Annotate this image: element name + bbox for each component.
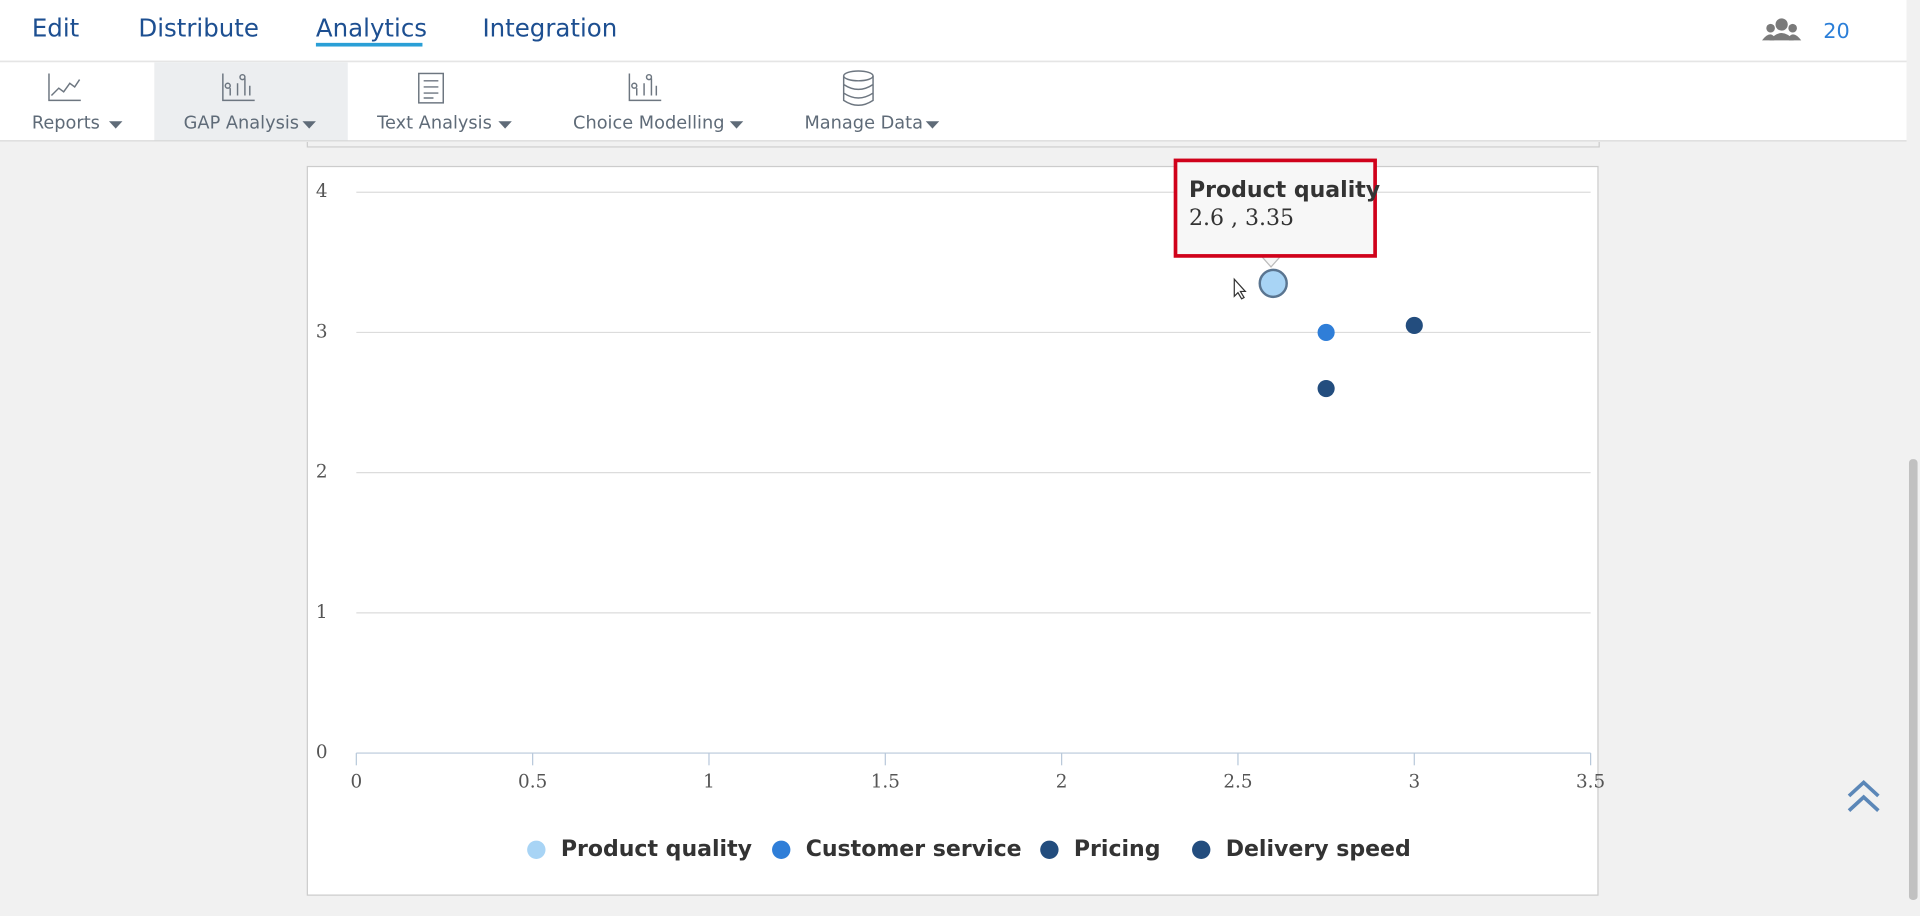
toolbar-item[interactable]: Choice Modelling [573, 114, 724, 134]
scrollbar-thumb[interactable] [1908, 459, 1918, 900]
gap-icon [222, 73, 255, 102]
previous-card [306, 142, 1600, 148]
legend-swatch [1040, 840, 1059, 859]
legend-swatch [772, 840, 791, 859]
x-tick-label: 2.5 [1223, 771, 1252, 792]
active-underline [315, 42, 423, 47]
legend-item[interactable]: Pricing [1040, 837, 1161, 862]
legend-item[interactable]: Customer service [772, 837, 1022, 862]
chart-card [306, 165, 1599, 896]
point [1317, 379, 1335, 398]
toolbar-item[interactable]: Reports [32, 114, 100, 134]
x-tick-label: 3 [1408, 771, 1420, 792]
users-icon[interactable] [1762, 18, 1802, 41]
legend-label: Product quality [561, 837, 752, 862]
y-tick-label: 0 [316, 742, 328, 763]
legend-item[interactable]: Product quality [527, 837, 752, 862]
top-nav [0, 0, 1920, 62]
reports-icon [48, 73, 81, 102]
legend-label: Delivery speed [1226, 837, 1411, 862]
choice-icon [628, 73, 662, 102]
y-tick-label: 1 [316, 602, 328, 623]
y-tick-label: 2 [316, 462, 328, 483]
nav-tab[interactable]: Distribute [138, 13, 259, 42]
y-tick-label: 4 [316, 181, 328, 202]
point [1405, 316, 1423, 335]
legend-label: Customer service [806, 837, 1022, 862]
x-tick-label: 0.5 [518, 771, 547, 792]
x-tick-label: 1.5 [871, 771, 900, 792]
plot: 0 1 2 3 4 0 0.5 1 1.5 2 2.5 3 3.5 Product quality Cust… [316, 158, 1605, 862]
nav-tab[interactable]: Edit [32, 13, 80, 42]
legend-swatch [1192, 840, 1211, 859]
point-hovered [1258, 268, 1288, 299]
tooltip-box [1173, 158, 1377, 258]
toolbar-item[interactable]: GAP Analysis [184, 114, 299, 134]
cursor [1233, 277, 1247, 300]
user-count[interactable]: 20 [1823, 19, 1849, 43]
x-tick-label: 2 [1056, 771, 1068, 792]
nav-tab-active[interactable]: Analytics [316, 13, 427, 42]
scroll-top[interactable] [1847, 779, 1880, 812]
point [1317, 323, 1335, 342]
x-tick-label: 0 [350, 771, 362, 792]
toolbar-active [154, 62, 348, 141]
toolbar-item[interactable]: Text Analysis [376, 114, 492, 134]
text-icon [418, 72, 444, 104]
tooltip-pointer [1260, 255, 1282, 268]
tooltip-text: 2.6 , 3.35 [1189, 206, 1294, 231]
dropdown-arrows [108, 121, 940, 129]
nav-tab[interactable]: Integration [482, 13, 617, 42]
tooltip-title: Product quality [1189, 178, 1380, 203]
legend-label: Pricing [1074, 837, 1161, 862]
data-icon [842, 70, 874, 107]
tooltip: Product quality 2.6 , 3.35 [1173, 158, 1380, 268]
x-tick-label: 1 [703, 771, 715, 792]
legend-swatch [527, 840, 546, 859]
y-tick-label: 3 [316, 321, 328, 342]
toolbar-item[interactable]: Manage Data [804, 114, 923, 134]
x-tick-label: 3.5 [1576, 771, 1605, 792]
legend-item[interactable]: Delivery speed [1192, 837, 1411, 862]
